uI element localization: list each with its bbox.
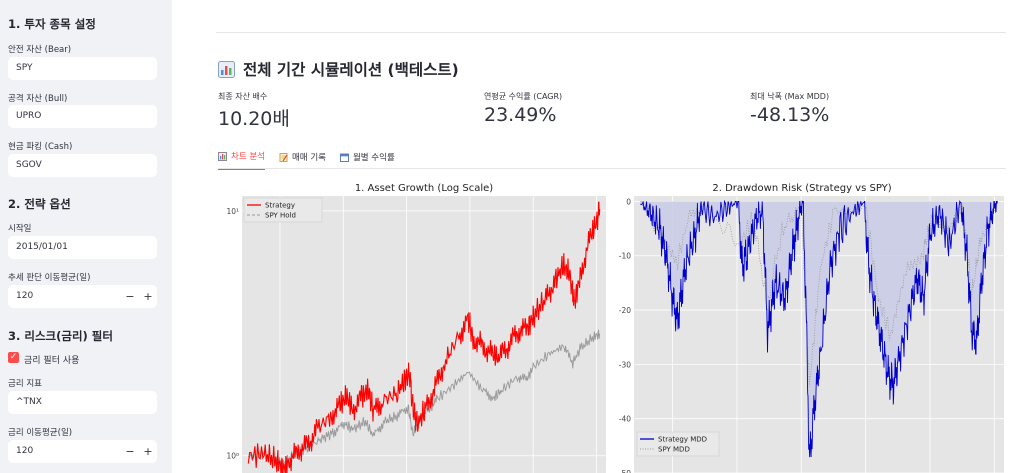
page-title: 전체 기간 시뮬레이션 (백테스트) [218, 58, 459, 80]
calendar-icon [339, 153, 349, 162]
spy-hold-line [247, 328, 601, 468]
sidebar: 1. 투자 종목 설정 안전 자산 (Bear) SPY 공격 자산 (Bull… [0, 0, 172, 473]
ma-decrement-button[interactable]: − [125, 290, 135, 303]
chart1-plot-area [242, 196, 606, 473]
bar-chart-icon [218, 60, 235, 78]
ma-label: 추세 판단 이동평균(일) [8, 273, 91, 283]
attack-asset-input[interactable]: UPRO [8, 105, 157, 128]
memo-icon [279, 152, 288, 162]
chart2-y-tick: -20 [619, 306, 631, 315]
chart2-y-tick: -10 [619, 252, 631, 261]
ma-number-input: 120 − + [8, 285, 157, 308]
tab-monthly-returns-label: 월별 수익률 [352, 153, 395, 163]
metric-label-mdd: 최대 낙폭 (Max MDD) [750, 92, 830, 101]
metric-value-mdd: -48.13% [750, 104, 830, 126]
strategy-mdd-line [640, 199, 998, 458]
legend-strategy: Strategy [265, 202, 295, 210]
tab-chart-analysis-label: 차트 분석 [231, 152, 265, 162]
main-content: 전체 기간 시뮬레이션 (백테스트) 최종 자산 배수 10.20배 연평균 수… [172, 0, 1024, 473]
legend-strategy-mdd: Strategy MDD [658, 436, 707, 444]
rate-ma-label: 금리 이동평균(일) [8, 428, 73, 438]
rate-filter-label: 금리 필터 사용 [24, 356, 80, 366]
chart2-y-tick: -30 [619, 360, 631, 369]
chart1-title: 1. Asset Growth (Log Scale) [355, 183, 493, 194]
chart1-legend: Strategy SPY Hold [243, 197, 323, 223]
safe-asset-label: 안전 자산 (Bear) [8, 45, 72, 55]
chart2-y-tick: -40 [619, 415, 631, 424]
tab-underline-rule [218, 168, 1006, 169]
strategy-line [247, 201, 601, 473]
tab-monthly-returns[interactable]: 월별 수익률 [339, 150, 395, 170]
rate-index-label: 금리 지표 [8, 379, 42, 389]
rate-index-input[interactable]: ^TNX [8, 391, 157, 414]
section-title-strategy: 2. 전략 옵션 [8, 197, 71, 211]
tab-chart-analysis[interactable]: 차트 분석 [218, 150, 265, 170]
top-divider [216, 32, 1006, 33]
page-title-text: 전체 기간 시뮬레이션 (백테스트) [243, 61, 459, 79]
legend-spy-hold: SPY Hold [265, 212, 296, 220]
rate-ma-value[interactable]: 120 [16, 446, 34, 456]
legend-spy-mdd: SPY MDD [658, 446, 690, 454]
chart2-title: 2. Drawdown Risk (Strategy vs SPY) [712, 183, 891, 194]
ma-value[interactable]: 120 [16, 291, 34, 301]
chart1-y-tick: 10¹ [226, 207, 239, 216]
tab-bar: 차트 분석 매매 기록 월별 수익률 [218, 150, 395, 170]
safe-asset-input[interactable]: SPY [8, 57, 157, 80]
cash-input[interactable]: SGOV [8, 154, 157, 177]
section-title-investment: 1. 투자 종목 설정 [8, 17, 96, 31]
start-date-label: 시작일 [8, 224, 32, 234]
chart-icon [218, 151, 227, 161]
section-title-risk: 3. 리스크(금리) 필터 [8, 329, 113, 343]
chart2-legend: Strategy MDD SPY MDD [636, 431, 720, 457]
tab-trade-log[interactable]: 매매 기록 [279, 150, 326, 170]
metric-value-cagr: 23.49% [484, 104, 557, 126]
rate-ma-decrement-button[interactable]: − [125, 445, 135, 458]
metric-label-cagr: 연평균 수익률 (CAGR) [484, 92, 563, 101]
start-date-input[interactable]: 2015/01/01 [8, 236, 157, 259]
rate-ma-increment-button[interactable]: + [143, 445, 153, 458]
backtest-figure: 1. Asset Growth (Log Scale) 201620182020… [212, 176, 1012, 473]
ma-increment-button[interactable]: + [143, 290, 153, 303]
chart2-y-tick: -50 [619, 469, 631, 473]
metric-label-multiple: 최종 자산 배수 [218, 92, 268, 101]
cash-label: 현금 파킹 (Cash) [8, 142, 73, 152]
metric-value-multiple: 10.20배 [218, 108, 290, 130]
rate-filter-checkbox[interactable]: ✓ [8, 352, 19, 363]
attack-asset-label: 공격 자산 (Bull) [8, 94, 68, 104]
strategy-mdd-area [640, 201, 998, 458]
rate-ma-number-input: 120 − + [8, 440, 157, 463]
tab-trade-log-label: 매매 기록 [291, 153, 326, 163]
chart1-y-tick: 10⁰ [226, 452, 239, 461]
chart2-y-tick: 0 [626, 197, 631, 206]
